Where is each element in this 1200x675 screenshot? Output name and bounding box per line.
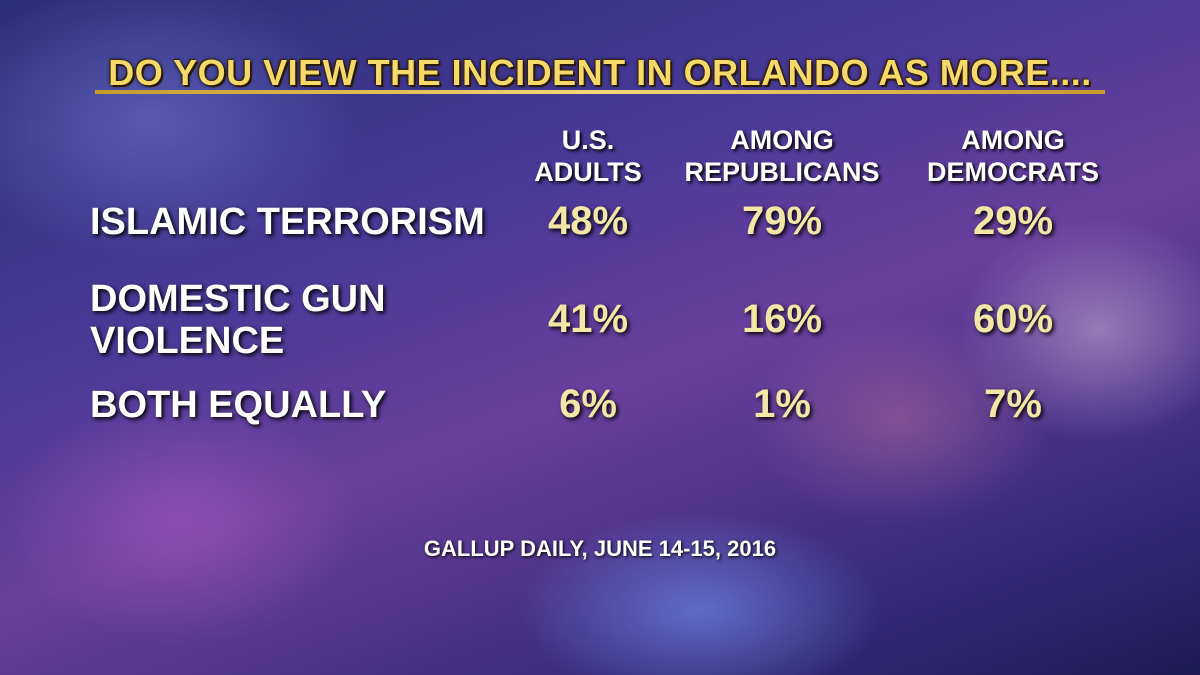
column-header: AMONG xyxy=(730,125,834,155)
row-label: DOMESTIC GUN xyxy=(90,278,386,320)
cell-value: 48% xyxy=(547,199,629,243)
row-label: VIOLENCE xyxy=(90,320,285,362)
cell-value: 60% xyxy=(972,297,1054,341)
row-label: BOTH EQUALLY xyxy=(90,384,387,426)
title-underline xyxy=(95,90,1105,94)
cell-value: 6% xyxy=(559,382,617,426)
column-header: AMONG xyxy=(961,125,1065,155)
cell-value: 7% xyxy=(984,382,1042,426)
column-header: U.S. xyxy=(561,125,615,155)
source: GALLUP DAILY, JUNE 14-15, 2016 xyxy=(423,536,777,561)
cell-value: 29% xyxy=(972,199,1054,243)
title: DO YOU VIEW THE INCIDENT IN ORLANDO AS M… xyxy=(108,52,1092,93)
cell-value: 79% xyxy=(741,199,823,243)
column-header: ADULTS xyxy=(534,157,642,187)
cell-value: 1% xyxy=(753,382,811,426)
row-label: ISLAMIC TERRORISM xyxy=(90,201,485,243)
column-header: REPUBLICANS xyxy=(684,157,880,187)
column-header: DEMOCRATS xyxy=(927,157,1099,187)
cell-value: 16% xyxy=(741,297,823,341)
cell-value: 41% xyxy=(547,297,629,341)
